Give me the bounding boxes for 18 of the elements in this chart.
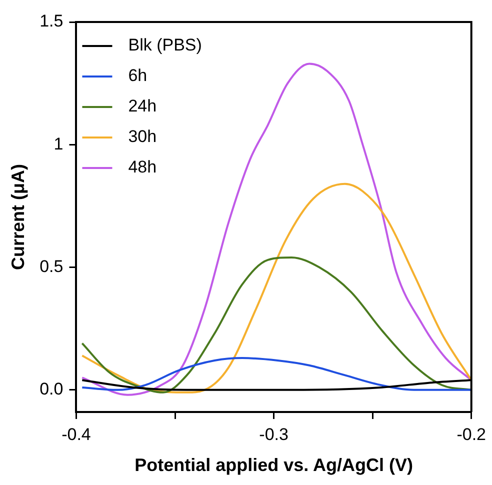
y-axis-title: Current (μA) [8,164,28,270]
legend-label: 30h [128,127,157,146]
legend-label: Blk (PBS) [128,36,202,55]
y-tick-label: 1.5 [40,12,64,31]
x-tick-label: -0.3 [259,424,288,444]
x-tick-label: -0.4 [62,424,91,444]
line-series [81,256,472,394]
line-series [81,182,472,394]
line-series [81,62,472,396]
legend-label: 24h [128,96,157,116]
legend-label: 48h [128,158,157,177]
legend-label: 6h [128,66,148,86]
x-axis-title: Potential applied vs. Ag/AgCl (V) [134,455,413,476]
line-series [81,357,472,391]
x-tick-label: -0.2 [456,424,486,444]
y-tick-label: 0.0 [40,380,64,399]
y-tick-label: 0.5 [40,256,64,276]
y-tick-label: 1 [54,134,64,154]
